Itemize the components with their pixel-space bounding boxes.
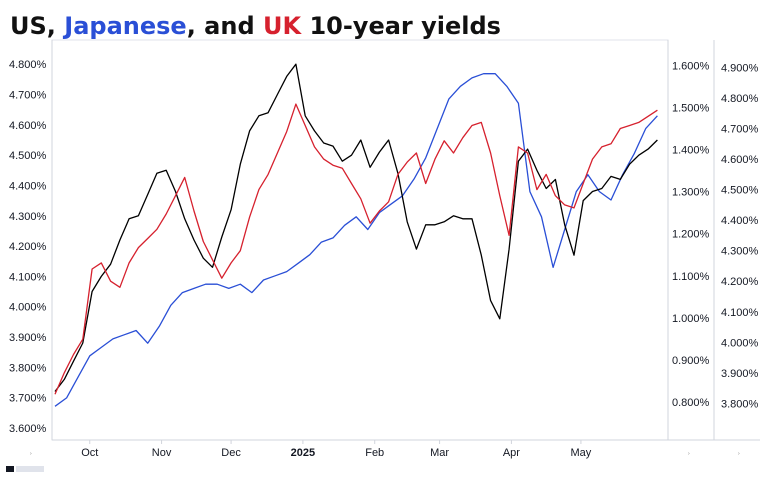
series-line-0 <box>54 73 658 407</box>
left-tick-label: 4.300% <box>9 211 47 223</box>
scroll-left-arrow[interactable]: › <box>30 451 32 457</box>
scroll-end-arrow[interactable]: › <box>738 451 740 457</box>
title-part: Japanese <box>62 12 186 40</box>
mid-tick-label: 1.000% <box>672 313 710 325</box>
mid-tick-label: 1.400% <box>672 144 710 156</box>
left-tick-label: 3.700% <box>9 393 47 405</box>
right-tick-label: 4.500% <box>721 185 759 197</box>
right-tick-label: 3.800% <box>721 398 759 410</box>
x-tick-label: Nov <box>152 447 172 459</box>
x-tick-label: Oct <box>81 447 98 459</box>
mid-tick-label: 1.100% <box>672 271 710 283</box>
right-tick-label: 4.400% <box>721 215 759 227</box>
x-tick-label: 2025 <box>291 447 315 459</box>
right-axis-ticks: 3.800% 3.900% 4.000% 4.100% 4.200% 4.300% 4.40… <box>721 62 759 410</box>
right-tick-label: 4.700% <box>721 124 759 136</box>
mid-tick-label: 1.300% <box>672 187 710 199</box>
mid-axis-ticks: 0.800% 0.900% 1.000% 1.100% 1.200% 1.300% 1.40… <box>672 60 710 409</box>
chart-title: US, Japanese, and UK 10-year yields <box>10 12 501 40</box>
scroll-right-arrow[interactable]: › <box>688 451 690 457</box>
series-line-1 <box>54 63 658 392</box>
x-tick-label: Mar <box>430 447 449 459</box>
right-tick-label: 4.000% <box>721 337 759 349</box>
title-part: 10-year yields <box>301 12 501 40</box>
left-tick-label: 4.600% <box>9 120 47 132</box>
mid-tick-label: 0.900% <box>672 355 710 367</box>
x-tick-label: Dec <box>221 447 241 459</box>
left-tick-label: 4.800% <box>9 59 47 71</box>
title-part: , <box>47 12 64 40</box>
tradingview-logo <box>6 466 44 472</box>
left-axis-ticks: 3.600% 3.700% 3.800% 3.900% 4.000% 4.100% 4.20… <box>9 59 47 435</box>
left-tick-label: 4.200% <box>9 241 47 253</box>
x-tick-label: Apr <box>503 447 520 459</box>
x-axis-ticks: Oct Nov Dec 2025 Feb Mar Apr May <box>81 440 592 459</box>
left-tick-label: 4.000% <box>9 302 47 314</box>
right-tick-label: 4.300% <box>721 246 759 258</box>
left-tick-label: 4.500% <box>9 150 47 162</box>
left-tick-label: 4.400% <box>9 180 47 192</box>
x-tick-label: May <box>571 447 592 459</box>
right-tick-label: 4.800% <box>721 93 759 105</box>
x-tick-label: Feb <box>365 447 384 459</box>
left-tick-label: 3.900% <box>9 332 47 344</box>
right-tick-label: 4.100% <box>721 307 759 319</box>
right-tick-label: 4.900% <box>721 62 759 74</box>
left-tick-label: 3.800% <box>9 362 47 374</box>
mid-tick-label: 0.800% <box>672 397 710 409</box>
mid-tick-label: 1.500% <box>672 102 710 114</box>
right-tick-label: 4.600% <box>721 154 759 166</box>
mid-tick-label: 1.600% <box>672 60 710 72</box>
title-part: US <box>10 12 47 40</box>
series-layer <box>54 63 658 407</box>
mid-tick-label: 1.200% <box>672 229 710 241</box>
left-tick-label: 4.700% <box>9 90 47 102</box>
title-part: , and <box>187 12 263 40</box>
left-tick-label: 4.100% <box>9 271 47 283</box>
title-part: UK <box>263 12 302 40</box>
series-line-2 <box>54 103 658 395</box>
right-tick-label: 4.200% <box>721 276 759 288</box>
left-tick-label: 3.600% <box>9 423 47 435</box>
right-tick-label: 3.900% <box>721 368 759 380</box>
